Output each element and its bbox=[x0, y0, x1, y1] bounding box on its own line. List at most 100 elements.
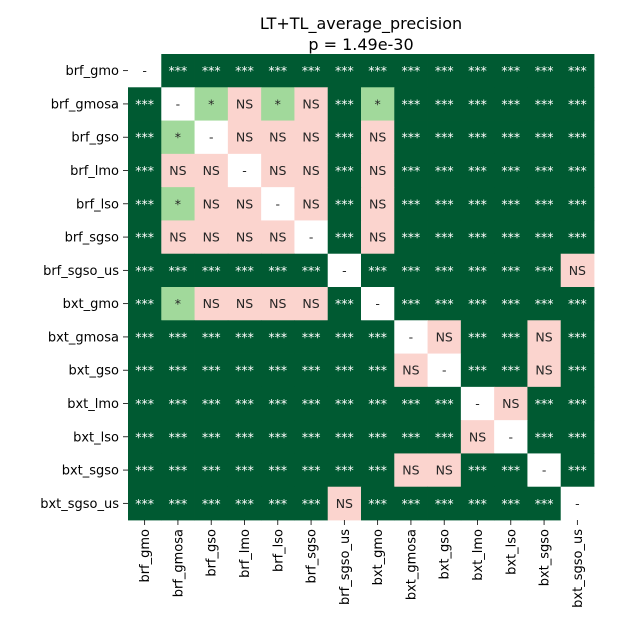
heatmap-cell-label: *** bbox=[202, 496, 221, 511]
heatmap-cell bbox=[394, 287, 428, 321]
heatmap-cell-label: *** bbox=[568, 163, 587, 178]
heatmap-cell bbox=[494, 320, 528, 354]
heatmap-cell-label: *** bbox=[468, 463, 487, 478]
heatmap-cell-label: *** bbox=[202, 429, 221, 444]
heatmap-cell bbox=[494, 253, 528, 288]
heatmap-cell bbox=[128, 320, 162, 354]
heatmap-cell bbox=[261, 220, 295, 255]
heatmap-cell bbox=[494, 453, 528, 488]
heatmap-cell-label: *** bbox=[302, 396, 321, 411]
heatmap-cell-label: *** bbox=[535, 429, 554, 444]
heatmap-cell-label: NS bbox=[535, 329, 552, 344]
chart-subtitle: p = 1.49e-30 bbox=[308, 35, 413, 54]
heatmap-cell-label: *** bbox=[135, 296, 154, 311]
x-tick-label: brf_gmo bbox=[138, 529, 153, 583]
heatmap-cell-label: *** bbox=[435, 130, 454, 145]
x-tick-label: brf_sgso bbox=[305, 529, 320, 583]
heatmap-cell bbox=[560, 54, 595, 88]
heatmap-cell bbox=[394, 353, 428, 388]
heatmap-cell-label: *** bbox=[268, 329, 287, 344]
heatmap-cell-label: *** bbox=[335, 363, 354, 378]
heatmap-cell bbox=[560, 486, 595, 521]
heatmap-cell-label: *** bbox=[501, 329, 520, 344]
heatmap-cell-label: *** bbox=[169, 463, 188, 478]
heatmap-cell-label: - bbox=[309, 230, 314, 245]
heatmap-cell-label: *** bbox=[435, 396, 454, 411]
heatmap-cell bbox=[394, 187, 428, 221]
heatmap-cell-label: *** bbox=[568, 429, 587, 444]
heatmap-cell bbox=[128, 54, 162, 88]
heatmap-cell-label: *** bbox=[535, 230, 554, 245]
heatmap-cell bbox=[261, 287, 295, 321]
heatmap-cell bbox=[327, 153, 362, 188]
x-axis-tick-labels: brf_gmo brf_gmosa brf_gso brf_lmo brf_lso brf… bbox=[138, 520, 586, 608]
heatmap-cell-label: *** bbox=[335, 196, 354, 211]
heatmap-cell bbox=[261, 353, 295, 388]
heatmap-cell-label: NS bbox=[436, 329, 453, 344]
heatmap-cell bbox=[294, 353, 329, 388]
heatmap-cell bbox=[527, 120, 562, 155]
heatmap-cell-label: NS bbox=[502, 396, 519, 411]
heatmap-cell-label: - bbox=[342, 263, 347, 278]
heatmap-cell bbox=[427, 420, 462, 454]
heatmap-cell-label: *** bbox=[302, 429, 321, 444]
heatmap-cell bbox=[361, 353, 395, 388]
y-tick-label: brf_sgso_us bbox=[43, 264, 119, 279]
heatmap-cell-label: *** bbox=[202, 263, 221, 278]
heatmap-cell-label: *** bbox=[135, 429, 154, 444]
heatmap-cell bbox=[128, 453, 162, 488]
heatmap-cell bbox=[427, 253, 462, 288]
heatmap-cell-label: *** bbox=[235, 63, 254, 78]
heatmap-cell bbox=[327, 386, 362, 421]
heatmap-cell bbox=[227, 187, 262, 221]
heatmap-cell bbox=[161, 87, 195, 121]
heatmap-cell-label: * bbox=[175, 196, 181, 211]
heatmap-cell-label: *** bbox=[501, 496, 520, 511]
heatmap-cell bbox=[194, 153, 229, 188]
heatmap-cell-label: NS bbox=[236, 196, 253, 211]
heatmap-cell bbox=[460, 420, 495, 454]
heatmap-cell bbox=[361, 153, 395, 188]
heatmap-cell-label: *** bbox=[368, 63, 387, 78]
heatmap-cell bbox=[494, 353, 528, 388]
heatmap-cell-label: *** bbox=[235, 429, 254, 444]
heatmap-cell bbox=[427, 353, 462, 388]
x-tick-label: brf_gso bbox=[205, 529, 220, 577]
heatmap-cell bbox=[460, 386, 495, 421]
heatmap-cell-label: NS bbox=[469, 429, 486, 444]
heatmap-cell-label: *** bbox=[169, 263, 188, 278]
heatmap-cell bbox=[161, 453, 195, 488]
heatmap-cell-label: NS bbox=[269, 296, 286, 311]
heatmap-cell bbox=[161, 486, 195, 521]
heatmap-cell bbox=[527, 287, 562, 321]
heatmap-cell bbox=[494, 486, 528, 521]
heatmap-cell bbox=[227, 320, 262, 354]
heatmap-cell bbox=[460, 220, 495, 255]
heatmap-cell bbox=[327, 220, 362, 255]
heatmap-cell bbox=[194, 486, 229, 521]
heatmap-cell bbox=[227, 87, 262, 121]
heatmap-cell-label: *** bbox=[402, 263, 421, 278]
heatmap-cell-label: *** bbox=[501, 230, 520, 245]
heatmap-cell bbox=[527, 253, 562, 288]
heatmap-cell bbox=[128, 386, 162, 421]
heatmap-cell-label: *** bbox=[368, 429, 387, 444]
heatmap-cell bbox=[161, 386, 195, 421]
heatmap-cell-label: *** bbox=[568, 463, 587, 478]
heatmap-cell bbox=[361, 486, 395, 521]
heatmap-cell-label: *** bbox=[202, 363, 221, 378]
y-tick-label: brf_lso bbox=[76, 197, 119, 212]
heatmap-cell bbox=[294, 187, 329, 221]
heatmap-cell bbox=[327, 420, 362, 454]
heatmap-cell bbox=[361, 87, 395, 121]
heatmap-cell-label: - bbox=[575, 496, 580, 511]
heatmap-cell bbox=[227, 453, 262, 488]
heatmap-cell-label: *** bbox=[135, 363, 154, 378]
heatmap-cell bbox=[294, 486, 329, 521]
heatmap-cell bbox=[227, 386, 262, 421]
heatmap-cell bbox=[261, 453, 295, 488]
heatmap-cell bbox=[527, 420, 562, 454]
heatmap-cell bbox=[327, 253, 362, 288]
heatmap-cell-label: NS bbox=[203, 163, 220, 178]
heatmap-cell bbox=[261, 187, 295, 221]
